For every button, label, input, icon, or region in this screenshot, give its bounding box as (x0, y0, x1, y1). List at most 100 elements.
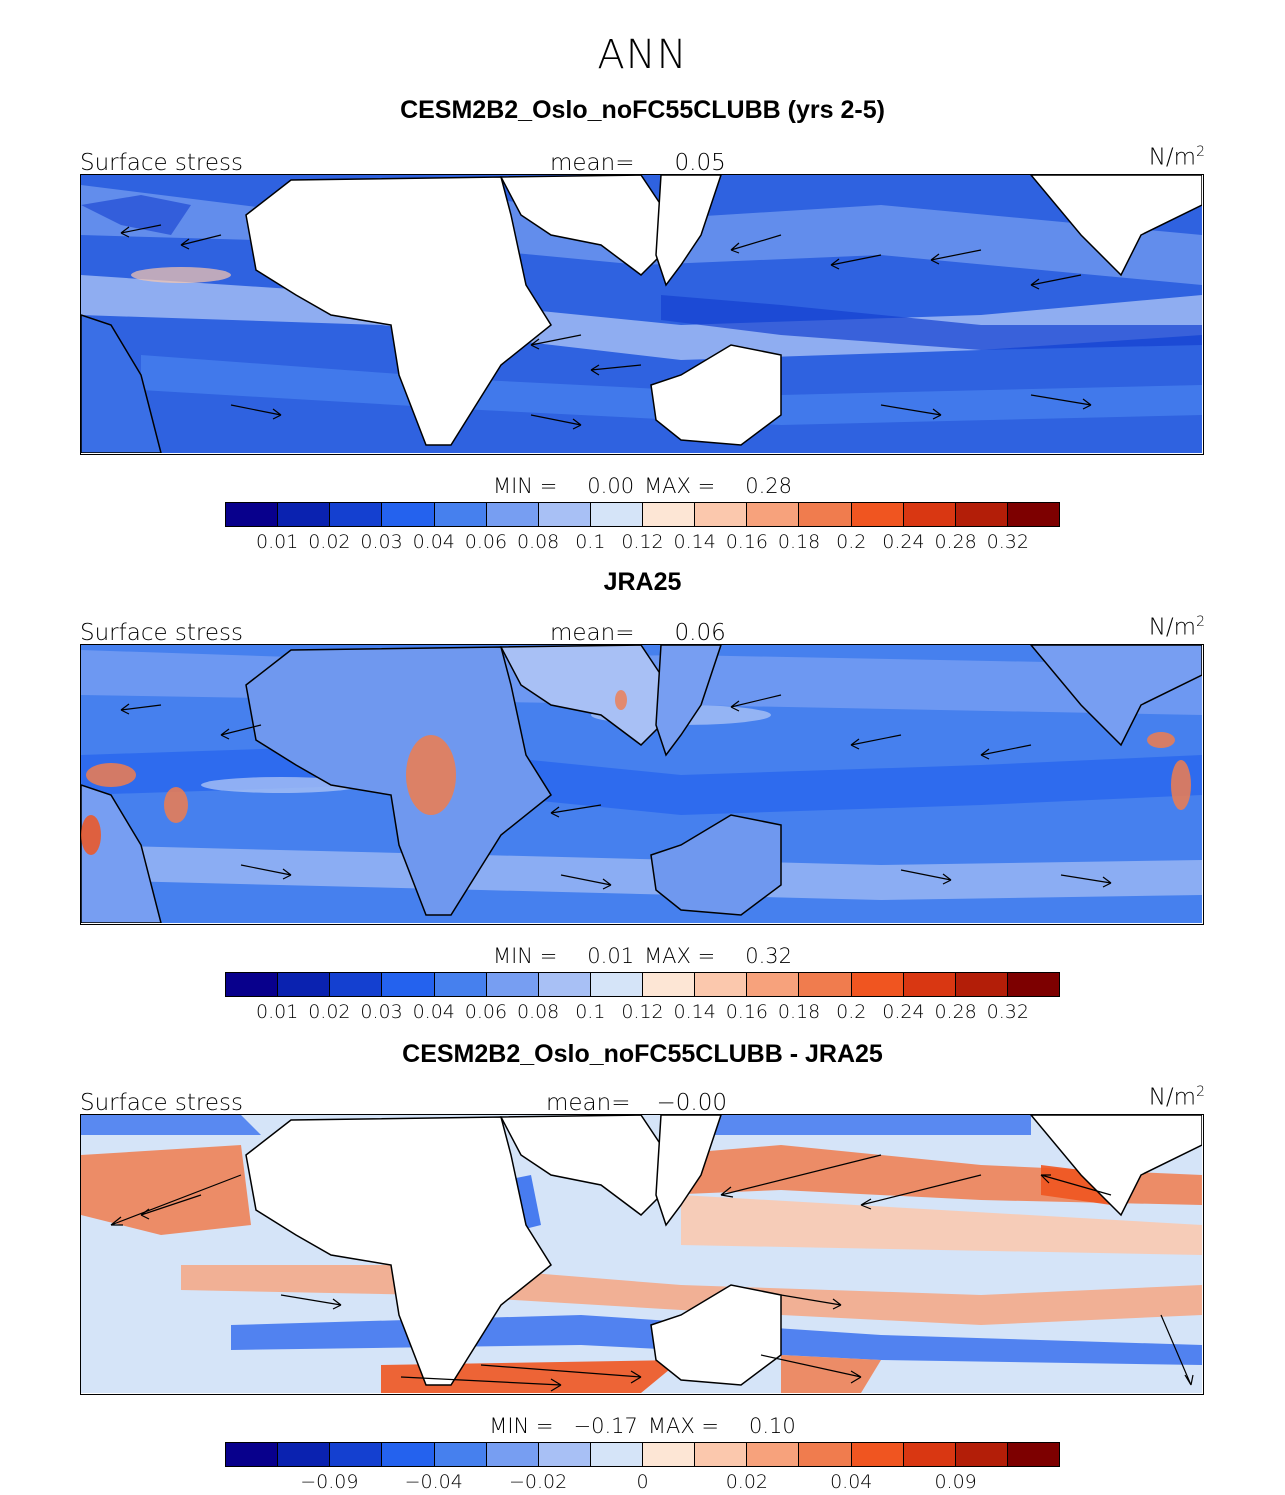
colorbar-swatch (799, 503, 852, 526)
colorbar-tick-label: 0.24 (882, 531, 925, 553)
colorbar-tick-label: 0.03 (360, 531, 403, 553)
colorbar-tick-label: 0.32 (986, 1001, 1029, 1023)
panel-2-title: JRA25 (603, 568, 682, 596)
colorbar-tick-label: 0.32 (986, 531, 1029, 553)
colorbar-tick-label: 0.12 (621, 1001, 664, 1023)
colorbar-swatch (226, 1443, 279, 1466)
colorbar-tick-label: 0.04 (412, 1001, 455, 1023)
colorbar-swatch (278, 1443, 331, 1466)
panel-3-colorbar-ticks: −0.09 −0.04 −0.02 0 0.02 0.04 0.09 (225, 1471, 1060, 1495)
colorbar-tick-label: 0.16 (725, 531, 769, 553)
colorbar-swatch (382, 503, 435, 526)
panel-1-variable-label: Surface stress (80, 150, 243, 176)
colorbar-swatch (278, 973, 331, 996)
panel-2-colorbar (225, 972, 1060, 997)
colorbar-swatch (330, 503, 383, 526)
colorbar-tick-label: 0.04 (412, 531, 455, 553)
colorbar-tick-label: 0.02 (725, 1471, 769, 1493)
colorbar-swatch (695, 1443, 748, 1466)
panel-3-mean: mean= −0.00 (546, 1090, 727, 1116)
panel-1-colorbar (225, 502, 1060, 527)
panel-2-variable-label: Surface stress (80, 620, 243, 646)
panel-3-variable-label: Surface stress (80, 1090, 243, 1116)
colorbar-swatch (226, 503, 279, 526)
colorbar-tick-label: 0.14 (673, 1001, 716, 1023)
colorbar-swatch (434, 503, 487, 526)
colorbar-swatch (851, 973, 904, 996)
panel-2-mean: mean= 0.06 (550, 620, 726, 646)
panel-2-units: N/m2 (1148, 614, 1205, 641)
colorbar-swatch (590, 503, 643, 526)
colorbar-swatch (695, 503, 748, 526)
colorbar-swatch (955, 1443, 1008, 1466)
panel-3-map (80, 1114, 1204, 1395)
colorbar-swatch (955, 973, 1008, 996)
colorbar-swatch (226, 973, 279, 996)
colorbar-tick-label: 0.18 (777, 1001, 821, 1023)
colorbar-swatch (643, 973, 696, 996)
colorbar-swatch (330, 973, 383, 996)
colorbar-swatch (1007, 503, 1059, 526)
panel-1-mean: mean= 0.05 (550, 150, 726, 176)
colorbar-swatch (538, 973, 591, 996)
colorbar-tick-label: 0.01 (256, 531, 299, 553)
colorbar-tick-label: 0.02 (308, 531, 351, 553)
colorbar-tick-label: 0.03 (360, 1001, 403, 1023)
panel-1-title: CESM2B2_Oslo_noFC55CLUBB (yrs 2-5) (400, 96, 885, 124)
panel-3-colorbar (225, 1442, 1060, 1467)
colorbar-swatch (747, 503, 800, 526)
colorbar-tick-label: 0.28 (934, 531, 977, 553)
panel-1-map (80, 174, 1204, 455)
colorbar-swatch (590, 973, 643, 996)
colorbar-swatch (1007, 1443, 1059, 1466)
colorbar-swatch (747, 973, 800, 996)
colorbar-tick-label: 0.09 (934, 1471, 977, 1493)
colorbar-swatch (799, 973, 852, 996)
colorbar-swatch (382, 973, 435, 996)
colorbar-swatch (486, 503, 539, 526)
colorbar-swatch (538, 1443, 591, 1466)
colorbar-swatch (799, 1443, 852, 1466)
colorbar-tick-label: 0.28 (934, 1001, 977, 1023)
colorbar-swatch (382, 1443, 435, 1466)
colorbar-tick-label: −0.04 (404, 1471, 463, 1493)
panel-3-units: N/m2 (1148, 1084, 1205, 1111)
colorbar-swatch (851, 503, 904, 526)
panel-1-min-max: MIN = 0.00 MAX = 0.28 (493, 474, 792, 498)
colorbar-swatch (643, 1443, 696, 1466)
colorbar-swatch (590, 1443, 643, 1466)
colorbar-tick-label: −0.02 (509, 1471, 568, 1493)
colorbar-tick-label: 0.18 (777, 531, 821, 553)
colorbar-swatch (903, 1443, 956, 1466)
colorbar-swatch (538, 503, 591, 526)
colorbar-tick-label: −0.09 (300, 1471, 359, 1493)
panel-2-map (80, 644, 1204, 925)
panel-3-min-max: MIN = −0.17 MAX = 0.10 (489, 1414, 796, 1438)
panel-1-colorbar-ticks: 0.01 0.02 0.03 0.04 0.06 0.08 0.1 0.12 0.14 0.16 0… (225, 531, 1060, 555)
colorbar-swatch (695, 973, 748, 996)
colorbar-swatch (434, 1443, 487, 1466)
colorbar-swatch (330, 1443, 383, 1466)
colorbar-tick-label: 0.08 (516, 531, 560, 553)
panel-3-title: CESM2B2_Oslo_noFC55CLUBB - JRA25 (402, 1040, 883, 1068)
colorbar-swatch (434, 973, 487, 996)
season-title: ANN (597, 32, 688, 78)
colorbar-swatch (278, 503, 331, 526)
colorbar-tick-label: 0.2 (836, 531, 867, 553)
colorbar-swatch (747, 1443, 800, 1466)
colorbar-swatch (955, 503, 1008, 526)
colorbar-swatch (486, 1443, 539, 1466)
colorbar-tick-label: 0.08 (516, 1001, 560, 1023)
panel-2-colorbar-ticks: 0.01 0.02 0.03 0.04 0.06 0.08 0.1 0.12 0.14 0.16 0… (225, 1001, 1060, 1025)
colorbar-tick-label: 0.06 (464, 1001, 508, 1023)
colorbar-tick-label: 0.01 (256, 1001, 299, 1023)
panel-2-min-max: MIN = 0.01 MAX = 0.32 (493, 944, 792, 968)
colorbar-tick-label: 0.1 (575, 1001, 606, 1023)
colorbar-tick-label: 0.04 (830, 1471, 873, 1493)
colorbar-swatch (851, 1443, 904, 1466)
colorbar-tick-label: 0.14 (673, 531, 716, 553)
colorbar-swatch (903, 973, 956, 996)
colorbar-swatch (1007, 973, 1059, 996)
colorbar-tick-label: 0.1 (575, 531, 606, 553)
colorbar-tick-label: 0.12 (621, 531, 664, 553)
